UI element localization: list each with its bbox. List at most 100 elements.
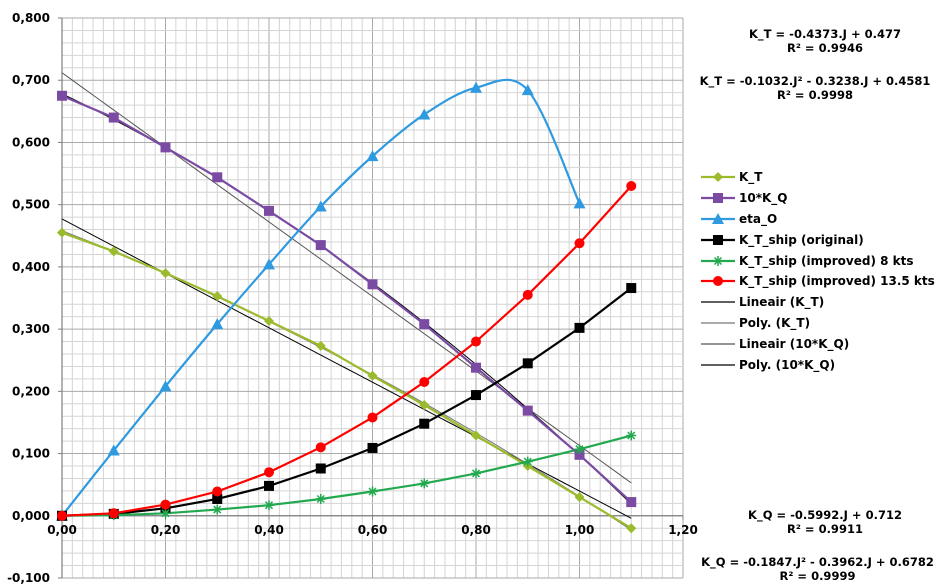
data-point-k-t-ship-improved-8-kts: [367, 486, 378, 497]
data-point-k-t-ship-improved-13-5-kts: [419, 377, 430, 387]
data-point-k-t-ship-original: [212, 493, 223, 504]
legend-item: Poly. (10*K_Q): [700, 354, 936, 375]
data-point-eta-o: [573, 197, 586, 209]
data-point-eta-o: [521, 84, 534, 96]
series-line-10-k-q: [61, 94, 632, 503]
r-squared-text: R² = 0.9911: [787, 522, 863, 536]
data-point-k-t-ship-original: [367, 442, 378, 453]
data-point-k-t-ship-improved-13-5-kts: [574, 238, 585, 249]
data-point-10-k-q: [419, 319, 430, 330]
legend-label: K_T_ship (improved) 8 kts: [739, 253, 914, 268]
r-squared-text: R² = 0.9946: [787, 41, 863, 55]
data-point-k-t: [264, 316, 274, 327]
legend-label: K_T_ship (original): [739, 232, 864, 247]
trendlines: [61, 72, 632, 531]
legend-key: [701, 363, 735, 366]
y-tick-label: 0,100: [12, 447, 50, 461]
data-point-k-t-ship-original: [471, 390, 481, 401]
data-point-k-t-ship-improved-13-5-kts: [367, 412, 378, 423]
equation-text: K_Q = -0.5992.J + 0.712: [748, 508, 902, 522]
y-tick-label: 0,600: [12, 135, 50, 149]
series-line-k-t: [61, 231, 632, 530]
data-point-k-t: [160, 268, 171, 279]
data-point-10-k-q: [574, 449, 585, 460]
y-tick-label: 0,300: [12, 322, 50, 336]
data-point-k-t: [315, 340, 326, 351]
equation-kt-poly: K_T = -0.1032.J² - 0.3238.J + 0.4581 R² …: [690, 74, 940, 102]
legend-label: K_T: [739, 170, 763, 185]
data-point-10-k-q: [160, 142, 171, 153]
legend-item: K_T_ship (original): [700, 229, 936, 250]
x-tick-label: 0,20: [151, 523, 181, 537]
data-point-eta-o: [107, 444, 120, 456]
y-tick-label: 0,700: [12, 73, 50, 87]
data-point-k-t-ship-improved-8-kts: [315, 493, 326, 504]
data-point-eta-o: [470, 81, 482, 93]
data-point-k-t-ship-original: [522, 358, 533, 369]
series-markers: [56, 81, 637, 534]
x-tick-label: 0,40: [254, 523, 284, 537]
legend: K_T 10*K_Q eta_O K_T_ship (original) K_T_shi…: [700, 167, 936, 375]
legend-key-marker: [713, 172, 723, 183]
legend-item: Poly. (K_T): [700, 313, 936, 334]
legend-key: [701, 193, 735, 204]
r-squared-text: R² = 0.9998: [777, 88, 853, 102]
legend-key: [701, 212, 735, 224]
legend-key: [701, 301, 735, 303]
legend-item: K_T_ship (improved) 13.5 kts: [700, 271, 936, 292]
legend-label: Lineair (K_T): [739, 295, 825, 310]
legend-key-marker: [713, 276, 723, 287]
legend-key-marker: [713, 193, 723, 204]
data-point-10-k-q: [108, 112, 119, 123]
data-point-eta-o: [159, 380, 172, 392]
x-tick-label: 1,00: [565, 523, 595, 537]
y-tick-label: 0,500: [12, 198, 50, 212]
data-point-k-t: [367, 370, 378, 381]
data-point-k-t-ship-original: [315, 463, 326, 474]
data-point-10-k-q: [367, 279, 378, 290]
data-point-k-t-ship-improved-13-5-kts: [108, 508, 119, 519]
data-point-k-t-ship-improved-8-kts: [471, 468, 481, 479]
data-point-k-t-ship-improved-8-kts: [264, 500, 274, 511]
data-point-k-t-ship-improved-13-5-kts: [626, 181, 637, 191]
data-point-k-t-ship-improved-13-5-kts: [212, 486, 223, 497]
legend-label: K_T_ship (improved) 13.5 kts: [739, 274, 935, 289]
legend-label: Poly. (K_T): [739, 315, 811, 330]
data-point-eta-o: [366, 150, 379, 162]
data-point-k-t-ship-improved-8-kts: [522, 456, 533, 467]
legend-label: 10*K_Q: [739, 191, 788, 206]
data-point-k-t-ship-improved-13-5-kts: [471, 336, 481, 347]
data-point-k-t: [419, 400, 430, 411]
data-point-k-t-ship-improved-8-kts: [212, 504, 223, 515]
data-point-k-t: [57, 227, 67, 238]
legend-item: K_T: [700, 167, 936, 188]
legend-key: [701, 343, 735, 345]
data-point-k-t: [626, 523, 637, 534]
series-line-k-t-ship-improved-13-5-kts: [61, 185, 633, 517]
data-point-eta-o: [211, 318, 224, 330]
data-point-k-t: [574, 492, 585, 503]
data-point-k-t: [212, 291, 223, 302]
legend-item: eta_O: [700, 209, 936, 230]
data-point-k-t-ship-improved-13-5-kts: [57, 510, 67, 521]
legend-key-marker: [713, 234, 723, 245]
data-point-k-t-ship-improved-8-kts: [626, 430, 637, 441]
data-point-k-t-ship-original: [574, 322, 585, 333]
data-point-10-k-q: [626, 497, 637, 508]
data-point-k-t-ship-improved-13-5-kts: [522, 289, 533, 300]
tick-labels: 0,00 0,20 0,40 0,60 0,80 1,00 1,20 -0,100 0,000 0…: [7, 11, 698, 584]
equation-text: K_Q = -0.1847.J² - 0.3962.J + 0.6782: [701, 555, 934, 569]
y-tick-label: 0,000: [12, 509, 50, 523]
data-point-10-k-q: [522, 405, 533, 416]
legend-item: Lineair (10*K_Q): [700, 333, 936, 354]
data-point-k-t-ship-improved-8-kts: [160, 508, 171, 519]
equation-text: K_T = -0.1032.J² - 0.3238.J + 0.4581: [699, 74, 931, 88]
r-squared-text: R² = 0.9999: [779, 569, 856, 583]
data-point-k-t: [108, 246, 119, 257]
data-point-k-t-ship-original: [264, 480, 274, 491]
data-point-k-t: [471, 430, 481, 441]
legend-label: Lineair (10*K_Q): [739, 336, 850, 351]
data-point-k-t-ship-improved-13-5-kts: [315, 442, 326, 453]
equation-text: K_T = -0.4373.J + 0.477: [749, 27, 901, 41]
